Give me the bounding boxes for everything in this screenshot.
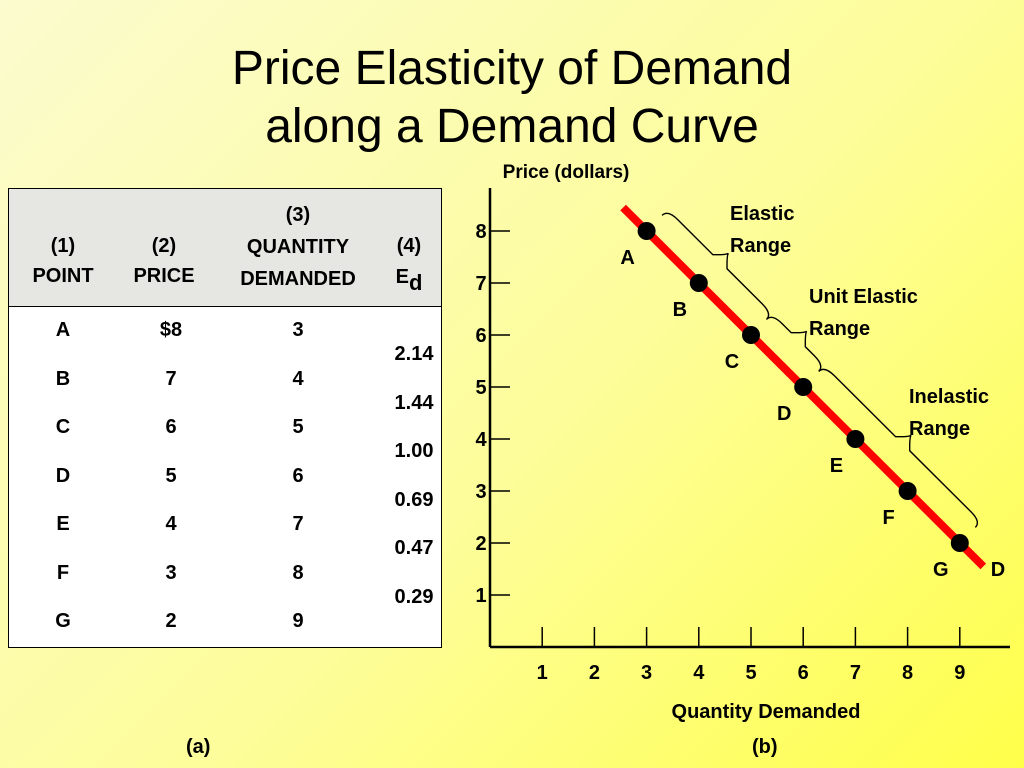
point-label-c: C bbox=[725, 351, 739, 373]
x-tick-label: 9 bbox=[954, 662, 965, 684]
point-label-e: E bbox=[830, 455, 843, 477]
y-axis-title: Price (dollars) bbox=[503, 162, 630, 183]
title-line-1: Price Elasticity of Demand bbox=[231, 42, 793, 95]
elasticity-subscript: d bbox=[408, 270, 423, 295]
data-point-b bbox=[689, 274, 708, 292]
x-tick-label: 5 bbox=[745, 662, 756, 684]
x-tick-label: 2 bbox=[589, 662, 600, 684]
cell-quantity: 7 bbox=[292, 513, 304, 535]
cell-elasticity: 0.47 bbox=[394, 537, 434, 560]
cell-price: $8 bbox=[159, 319, 183, 341]
cell-point: E bbox=[56, 513, 70, 535]
data-point-g bbox=[950, 534, 969, 552]
cell-elasticity: 2.14 bbox=[394, 343, 434, 366]
y-tick-label: 4 bbox=[475, 429, 487, 451]
cell-elasticity: 1.44 bbox=[394, 391, 434, 414]
x-tick-label: 4 bbox=[693, 662, 705, 684]
cell-quantity: 4 bbox=[292, 367, 304, 390]
cell-point: D bbox=[55, 464, 71, 487]
panel-label-b: (b) bbox=[752, 736, 778, 758]
elasticity-e: E bbox=[395, 266, 409, 288]
y-tick-label: 5 bbox=[475, 377, 486, 399]
x-tick-label: 3 bbox=[641, 662, 652, 684]
range-label: Range bbox=[809, 318, 870, 340]
table-header: (1) POINT (2) PRICE (3) QUANTITY DEMANDE… bbox=[9, 189, 441, 307]
header-price-label: PRICE bbox=[133, 265, 195, 287]
point-label-f: F bbox=[882, 507, 894, 529]
cell-point: F bbox=[56, 561, 70, 584]
y-tick-label: 3 bbox=[475, 481, 486, 503]
point-label-b: B bbox=[673, 299, 687, 321]
cell-quantity: 9 bbox=[292, 610, 304, 632]
cell-point: A bbox=[55, 319, 71, 341]
data-point-e bbox=[846, 430, 865, 448]
panel-label-a: (a) bbox=[186, 736, 211, 758]
data-point-a bbox=[637, 222, 656, 240]
cell-point: B bbox=[55, 367, 71, 390]
cell-price: 7 bbox=[165, 367, 177, 390]
range-label: Range bbox=[730, 235, 791, 257]
cell-price: 4 bbox=[165, 513, 177, 535]
cell-quantity: 6 bbox=[292, 464, 304, 487]
y-tick-label: 7 bbox=[475, 273, 486, 295]
header-point-num: (1) bbox=[50, 235, 76, 257]
header-price: (2) PRICE bbox=[133, 231, 194, 291]
header-price-num: (2) bbox=[151, 235, 177, 257]
data-point-f bbox=[898, 482, 917, 500]
range-label: Range bbox=[909, 418, 970, 440]
y-tick-label: 2 bbox=[475, 533, 486, 555]
elasticity-table: (1) POINT (2) PRICE (3) QUANTITY DEMANDE… bbox=[8, 188, 442, 648]
slide-title: Price Elasticity of Demand along a Deman… bbox=[0, 40, 1024, 156]
range-brace bbox=[766, 316, 822, 372]
range-label: Elastic bbox=[730, 203, 794, 225]
cell-quantity: 8 bbox=[292, 561, 304, 584]
x-tick-label: 1 bbox=[537, 662, 548, 684]
y-tick-label: 1 bbox=[475, 585, 486, 607]
cell-price: 5 bbox=[165, 464, 177, 487]
cell-point: C bbox=[55, 416, 71, 438]
curve-label-d: D bbox=[991, 559, 1005, 581]
y-tick-label: 6 bbox=[475, 325, 486, 347]
range-brace bbox=[818, 368, 979, 528]
header-point-label: POINT bbox=[32, 265, 94, 287]
cell-price: 3 bbox=[165, 561, 177, 584]
title-line-2: along a Demand Curve bbox=[265, 100, 759, 153]
cell-price: 6 bbox=[165, 416, 177, 438]
cell-elasticity: 1.00 bbox=[394, 440, 434, 463]
x-tick-label: 7 bbox=[850, 662, 861, 684]
demand-series: D A B C D E F G bbox=[620, 204, 1005, 581]
header-quantity-label-1: QUANTITY bbox=[246, 236, 350, 258]
elasticity-ranges: Elastic Range Unit Elastic Range Inelastic Ra… bbox=[661, 203, 989, 528]
range-label: Inelastic bbox=[909, 386, 989, 408]
header-elasticity-num: (4) bbox=[396, 235, 422, 257]
header-quantity: (3) QUANTITY DEMANDED bbox=[240, 199, 356, 295]
cell-elasticity: 0.69 bbox=[394, 488, 434, 511]
cell-point: G bbox=[55, 610, 71, 632]
point-label-d: D bbox=[777, 403, 791, 425]
cell-quantity: 3 bbox=[292, 319, 304, 341]
y-tick-label: 8 bbox=[475, 221, 486, 243]
header-elasticity: (4) Ed bbox=[395, 231, 423, 295]
x-tick-label: 6 bbox=[798, 662, 809, 684]
header-point: (1) POINT bbox=[32, 231, 93, 291]
header-quantity-num: (3) bbox=[285, 204, 311, 226]
x-tick-label: 8 bbox=[902, 662, 913, 684]
x-axis-title: Quantity Demanded bbox=[672, 701, 861, 723]
header-elasticity-symbol: Ed bbox=[395, 261, 423, 295]
cell-elasticity: 0.29 bbox=[394, 585, 434, 608]
range-label: Unit Elastic bbox=[809, 286, 918, 308]
chart-axes: Price (dollars) Quantity Demanded 1 2 3 4 5 6 7 8… bbox=[475, 162, 1010, 723]
point-label-g: G bbox=[933, 559, 949, 581]
cell-price: 2 bbox=[165, 610, 177, 632]
point-label-a: A bbox=[620, 247, 634, 269]
header-quantity-label-2: DEMANDED bbox=[240, 268, 356, 290]
data-point-c bbox=[742, 326, 760, 344]
cell-quantity: 5 bbox=[292, 416, 304, 438]
range-brace bbox=[661, 212, 770, 320]
data-point-d bbox=[794, 378, 813, 396]
